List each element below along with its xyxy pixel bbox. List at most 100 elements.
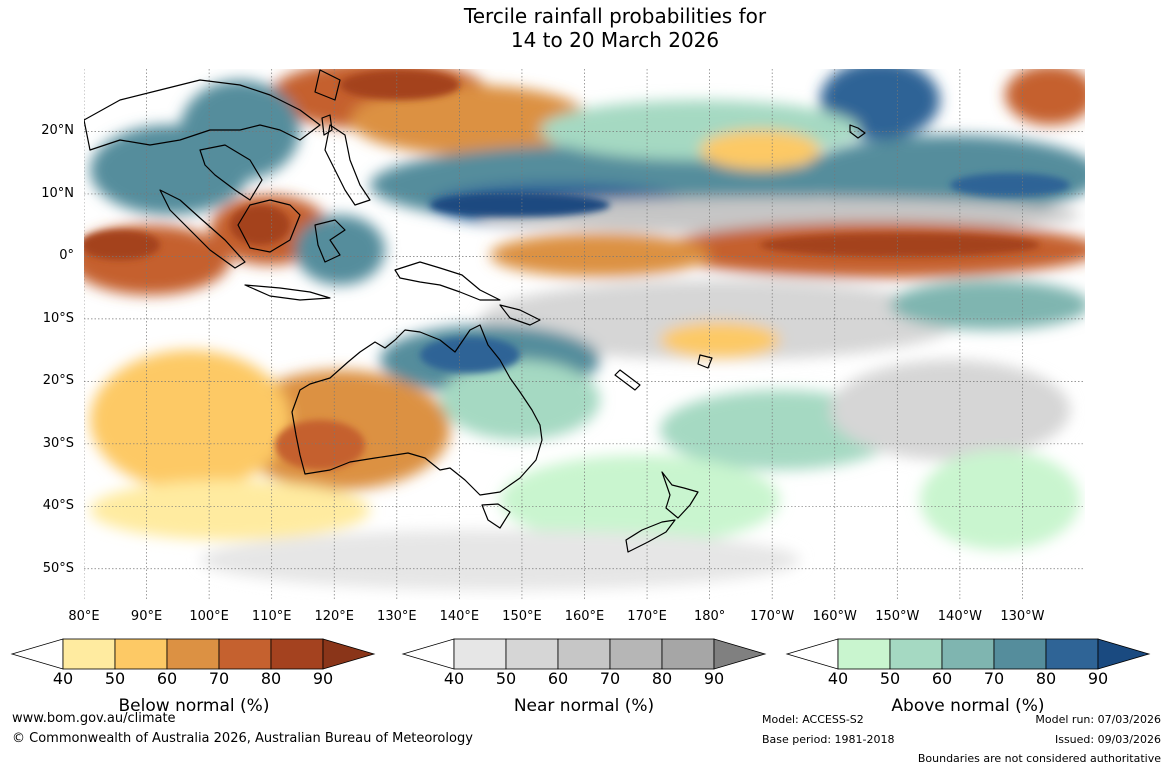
latitude-label: 30°S <box>42 435 74 451</box>
region-below-sw-pacific <box>660 322 780 358</box>
coastlines <box>84 69 866 553</box>
title-line-1: Tercile rainfall probabilities for <box>463 4 767 28</box>
core-below-80-australia <box>275 420 365 470</box>
longitude-label: 180° <box>693 609 726 624</box>
colorbar-tick-label: 90 <box>312 669 334 688</box>
longitude-label: 160°W <box>812 609 857 624</box>
footer-website: www.bom.gov.au/climate <box>12 711 176 726</box>
colorbar-over-triangle <box>713 638 767 670</box>
colorbar-tick-label: 70 <box>983 669 1005 688</box>
latitude-label: 10°S <box>42 310 74 326</box>
core-below-90-north <box>340 70 460 100</box>
colorbar-segment <box>114 638 168 670</box>
region-above-se-pacific <box>920 450 1080 550</box>
map-title: Tercile rainfall probabilities for 14 to… <box>0 4 1173 52</box>
coast-new-caledonia <box>614 369 641 391</box>
region-above-indonesia <box>295 215 385 285</box>
colorbar-tick-label: 70 <box>208 669 230 688</box>
colorbar-below-normal <box>10 638 376 670</box>
region-above-sw-pacific <box>890 280 1085 330</box>
title-line-2: 14 to 20 March 2026 <box>510 28 720 52</box>
colorbar-under-triangle <box>10 638 64 670</box>
colorbar-under-triangle <box>401 638 455 670</box>
colorbar-segment <box>166 638 220 670</box>
coast-japan <box>314 69 341 101</box>
colorbar-segment <box>993 638 1047 670</box>
coast-australia <box>291 324 543 496</box>
region-near-southern-ocean <box>200 530 800 590</box>
coast-tasmania <box>481 503 511 529</box>
latitude-label: 0° <box>59 248 74 264</box>
colorbar-segment <box>661 638 715 670</box>
core-above-80-coral <box>420 337 520 373</box>
coast-sulawesi <box>314 219 346 263</box>
longitude-label: 130°W <box>1000 609 1045 624</box>
footer-disclaimer: Boundaries are not considered authoritat… <box>917 752 1161 765</box>
colorbar-segment <box>505 638 559 670</box>
colorbar-segment <box>837 638 891 670</box>
coast-indochina <box>199 144 263 201</box>
colorbar-tick-label: 60 <box>547 669 569 688</box>
colorbar-segment <box>557 638 611 670</box>
latitude-label: 20°N <box>41 123 74 139</box>
colorbar-tick-label: 40 <box>52 669 74 688</box>
region-near-south-pacific <box>830 360 1070 460</box>
colorbar-over-triangle <box>322 638 376 670</box>
latitude-label: 50°S <box>42 560 74 576</box>
footer-issued: Issued: 09/03/2026 <box>1054 733 1161 746</box>
colorbar-tick-label: 80 <box>1035 669 1057 688</box>
core-below-90-equator <box>760 233 1040 257</box>
region-below-indian-ocean <box>90 350 290 490</box>
colorbar-segment <box>218 638 272 670</box>
longitude-label: 160°E <box>564 609 605 624</box>
colorbar-tick-label: 50 <box>495 669 517 688</box>
longitude-label: 110°E <box>251 609 292 624</box>
coast-borneo <box>237 199 301 253</box>
probability-map <box>84 69 1085 600</box>
colorbar-tick-label: 70 <box>599 669 621 688</box>
longitude-label: 130°E <box>377 609 417 624</box>
colorbar-tick-label: 60 <box>156 669 178 688</box>
footer-model: Model: ACCESS-S2 <box>762 713 864 726</box>
coast-nz-north <box>661 471 699 519</box>
region-above-australia-ne <box>440 360 600 440</box>
colorbar-tick-label: 40 <box>443 669 465 688</box>
colorbar-tick-label: 90 <box>703 669 725 688</box>
coast-sumatra <box>159 189 246 269</box>
coast-hawaii <box>849 124 866 139</box>
longitude-label: 80°E <box>68 609 100 624</box>
colorbar-title-near: Near normal (%) <box>513 696 655 716</box>
longitude-label: 140°W <box>937 609 982 624</box>
colorbar-near-normal <box>401 638 767 670</box>
latitude-label: 10°N <box>41 185 74 201</box>
region-below-ne-corner <box>1005 69 1085 125</box>
colorbar-tick-label: 80 <box>651 669 673 688</box>
core-above-90-east <box>950 173 1070 197</box>
region-below-nw-pacific <box>350 85 590 155</box>
colorbar-tick-label: 60 <box>931 669 953 688</box>
region-near-sw-pacific <box>480 280 960 360</box>
colorbar-tick-label: 80 <box>260 669 282 688</box>
colorbar-tick-label: 40 <box>827 669 849 688</box>
region-below-yellow-north <box>700 130 820 170</box>
footer-copyright: © Commonwealth of Australia 2026, Austra… <box>12 731 473 746</box>
longitude-label: 140°E <box>439 609 480 624</box>
colorbar-title-below: Below normal (%) <box>118 696 270 716</box>
colorbar-tick-label: 50 <box>104 669 126 688</box>
footer-model-run: Model run: 07/03/2026 <box>1035 713 1161 726</box>
longitude-label: 150°E <box>502 609 542 624</box>
region-above-tasman <box>500 455 780 545</box>
colorbar-segment <box>62 638 116 670</box>
colorbar-segment <box>1045 638 1099 670</box>
coast-china <box>84 79 321 151</box>
footer-base-period: Base period: 1981-2018 <box>762 733 895 746</box>
colorbar-tick-label: 50 <box>879 669 901 688</box>
colorbar-title-above: Above normal (%) <box>891 696 1045 716</box>
core-below-80-borneo <box>230 205 290 245</box>
colorbar-tick-label: 90 <box>1087 669 1109 688</box>
colorbar-over-triangle <box>1097 638 1151 670</box>
region-below-equator-mid <box>490 233 710 277</box>
coast-philippines <box>324 124 371 206</box>
colorbar-segment <box>453 638 507 670</box>
longitude-label: 170°W <box>750 609 795 624</box>
